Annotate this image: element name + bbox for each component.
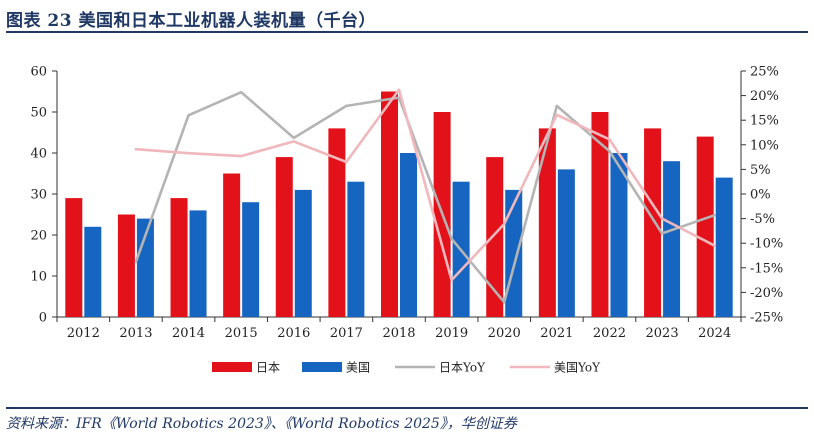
bar-日本: [275, 157, 293, 317]
y-right-tick-label: 5%: [750, 163, 771, 178]
bar-美国: [136, 218, 154, 317]
y-left-tick-label: 50: [30, 106, 47, 121]
y-left-tick-label: 10: [30, 270, 47, 285]
x-tick-label: 2024: [698, 326, 731, 341]
bar-美国: [557, 169, 575, 317]
figure-header: 图表 23 美国和日本工业机器人装机量（千台）: [6, 4, 808, 34]
x-tick-label: 2022: [593, 326, 626, 341]
y-left-tick-label: 40: [30, 147, 47, 162]
legend-swatch-美国: [302, 362, 342, 372]
bar-日本: [328, 128, 346, 317]
legend-label: 日本YoY: [439, 361, 486, 375]
y-right-tick-label: -5%: [750, 212, 775, 227]
y-left-tick-label: 20: [30, 229, 47, 244]
bar-美国: [84, 226, 102, 317]
figure-title: 图表 23 美国和日本工业机器人装机量（千台）: [6, 11, 376, 31]
bar-美国: [347, 181, 365, 317]
bar-美国: [610, 153, 628, 317]
y-right-tick-label: 25%: [750, 65, 779, 80]
x-tick-label: 2014: [172, 326, 205, 341]
x-tick-label: 2017: [330, 326, 363, 341]
x-tick-label: 2021: [540, 326, 573, 341]
legend-label: 美国YoY: [554, 361, 601, 375]
bar-美国: [242, 202, 260, 317]
y-right-tick-label: 20%: [750, 89, 779, 104]
y-right-tick-label: -15%: [750, 261, 783, 276]
x-tick-label: 2016: [277, 326, 310, 341]
bar-日本: [591, 112, 609, 317]
y-left-tick-label: 60: [30, 65, 47, 80]
y-right-tick-label: -20%: [750, 286, 783, 301]
y-right-tick-label: -10%: [750, 237, 783, 252]
line-美国YoY: [134, 88, 717, 282]
bar-日本: [223, 173, 241, 317]
y-right-tick-label: -25%: [750, 311, 783, 326]
title-divider: [6, 31, 808, 33]
legend-label: 美国: [346, 361, 370, 375]
source-note: 资料来源：IFR《World Robotics 2023》、《World Rob…: [6, 416, 517, 432]
x-tick-label: 2018: [382, 326, 415, 341]
y-left-tick-label: 0: [39, 311, 47, 326]
bar-日本: [696, 136, 714, 317]
source-divider: [6, 407, 808, 409]
bar-line-chart: 0 10 20 30 40 50 60 -25% -20% -15% -10% -5% 0% 5% 10% 1…: [30, 65, 783, 375]
bar-美国: [663, 161, 681, 317]
line-日本YoY: [134, 90, 717, 304]
bar-美国: [715, 177, 733, 317]
bar-日本: [538, 128, 556, 317]
y-left-tick-label: 30: [30, 188, 47, 203]
bar-美国: [294, 189, 312, 317]
legend-label: 日本: [256, 361, 280, 375]
bar-美国: [400, 153, 417, 317]
bar-美国: [505, 189, 523, 317]
y-right-tick-label: 15%: [750, 114, 779, 129]
y-right-tick-label: 0%: [750, 188, 771, 203]
bar-日本: [117, 214, 135, 317]
bar-日本: [381, 91, 398, 317]
x-tick-label: 2023: [646, 326, 679, 341]
bar-日本: [170, 198, 188, 317]
bar-日本: [644, 128, 662, 317]
x-tick-label: 2019: [435, 326, 468, 341]
x-tick-label: 2015: [225, 326, 258, 341]
x-tick-label: 2012: [67, 326, 100, 341]
legend-swatch-日本: [212, 362, 252, 372]
bar-日本: [65, 198, 83, 317]
bar-美国: [189, 210, 207, 317]
x-tick-label: 2020: [488, 326, 521, 341]
x-tick-label: 2013: [119, 326, 152, 341]
bar-日本: [486, 157, 504, 317]
y-right-tick-label: 10%: [750, 138, 779, 153]
